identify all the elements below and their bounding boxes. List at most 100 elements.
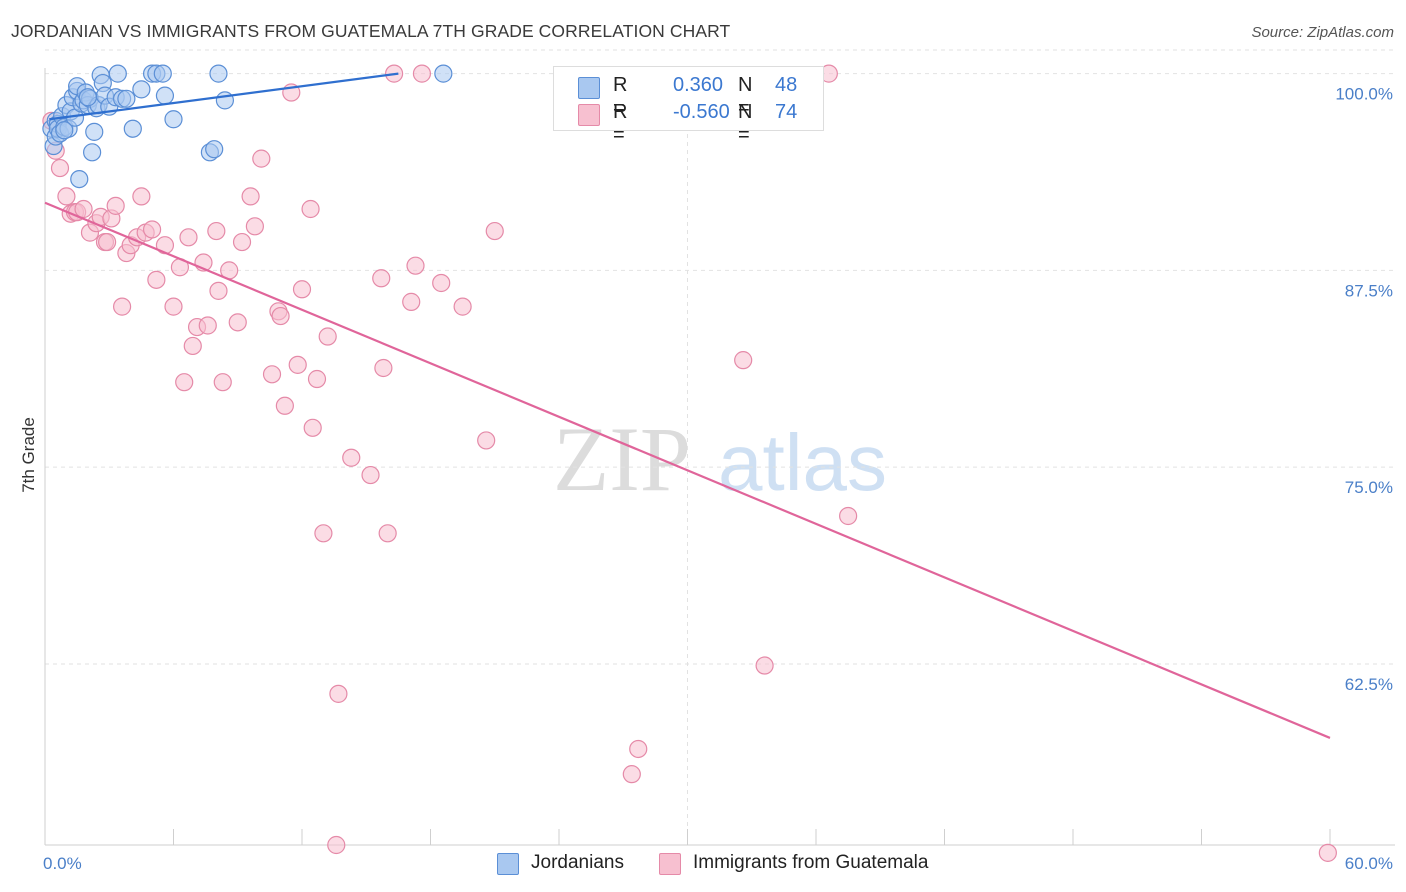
guatemala-point (307, 369, 327, 389)
guatemala-point (245, 217, 264, 236)
watermark: ZIP atlas (553, 408, 887, 510)
jordanians-point (132, 80, 151, 99)
guatemala-point (106, 196, 125, 215)
guatemala-point (629, 739, 648, 759)
jordanians-point (83, 143, 102, 162)
y-tick-label: 87.5% (1345, 281, 1393, 300)
guatemala-point (209, 281, 228, 300)
legend-swatch-pink (659, 853, 681, 875)
r-value: -0.560 (673, 101, 730, 123)
jordanians-point (108, 64, 127, 83)
guatemala-point (164, 297, 183, 316)
watermark-atlas: atlas (718, 418, 887, 507)
guatemala-point (477, 431, 496, 450)
guatemala-point (275, 396, 294, 415)
guatemala-point (412, 64, 432, 83)
legend-swatch-pink (578, 104, 600, 126)
guatemala-point (453, 297, 472, 316)
guatemala-point (406, 256, 425, 275)
jordanians-point (155, 86, 175, 105)
guatemala-point (112, 297, 132, 316)
y-tick-label: 75.0% (1345, 478, 1393, 497)
guatemala-point (252, 149, 271, 168)
guatemala-point (327, 835, 346, 855)
series-guatemala-points (42, 64, 1337, 862)
jordanians-point (85, 122, 104, 141)
jordanians-point (434, 64, 453, 83)
guatemala-point (622, 765, 641, 784)
jordanians-point (78, 88, 97, 107)
x-tick-label: 0.0% (43, 854, 82, 873)
guatemala-point (228, 313, 247, 332)
guatemala-point (57, 187, 76, 206)
legend-label: Immigrants from Guatemala (693, 852, 929, 873)
guatemala-point (372, 269, 391, 288)
guatemala-point (303, 418, 322, 437)
guatemala-point (147, 270, 166, 289)
tick-labels: 62.5% 75.0% 87.5% 100.0% 0.0% 60.0% (43, 85, 1393, 873)
legend-swatch-blue (497, 853, 519, 875)
guatemala-point (183, 336, 202, 356)
guatemala-trend-line (44, 201, 1331, 739)
guatemala-point (292, 280, 312, 299)
guatemala-point (213, 373, 232, 392)
guatemala-point (361, 465, 380, 485)
guatemala-point (50, 158, 70, 178)
jordanians-point (123, 119, 142, 138)
jordanians-point (117, 89, 136, 108)
guatemala-point (378, 524, 397, 543)
axes (44, 68, 1395, 846)
guatemala-point (1318, 843, 1337, 862)
guatemala-point (241, 187, 260, 206)
guatemala-point (402, 292, 421, 311)
jordanians-point (70, 169, 89, 189)
jordanians-point (164, 110, 183, 129)
guatemala-point (142, 220, 162, 239)
guatemala-point (374, 358, 393, 378)
guatemala-point (262, 365, 282, 384)
chart-title: JORDANIAN VS IMMIGRANTS FROM GUATEMALA 7… (11, 21, 731, 41)
r-label: R = (613, 74, 628, 119)
guatemala-point (132, 187, 151, 206)
guatemala-point (432, 273, 451, 293)
n-label: N = (738, 101, 753, 146)
guatemala-point (198, 316, 217, 335)
guatemala-point (179, 228, 198, 247)
guatemala-point (301, 199, 320, 219)
y-tick-label: 100.0% (1335, 85, 1393, 104)
guatemala-point (232, 232, 252, 252)
guatemala-point (288, 355, 307, 374)
guatemala-point (207, 221, 226, 241)
guatemala-point (271, 306, 290, 326)
legend-label: Jordanians (531, 852, 624, 873)
guatemala-point (98, 232, 117, 252)
jordanians-point (153, 64, 172, 83)
r-label: R = (613, 101, 628, 146)
n-value: 48 (775, 74, 798, 96)
jordanians-point (205, 140, 224, 159)
r-value: 0.360 (673, 74, 724, 96)
x-tick-label: 60.0% (1345, 854, 1393, 873)
guatemala-point (74, 199, 93, 219)
jordanians-trend-line (49, 72, 399, 121)
guatemala-point (329, 684, 348, 703)
guatemala-point (755, 656, 774, 675)
jordanians-point (55, 121, 74, 140)
source-credit: Source: ZipAtlas.com (1251, 24, 1394, 41)
guatemala-point (839, 506, 858, 526)
y-tick-label: 62.5% (1345, 675, 1393, 694)
stats-legend: R = 0.360 N = 48 R = -0.560 N = 74 (553, 66, 824, 146)
guatemala-point (175, 373, 194, 392)
guatemala-point (314, 524, 333, 543)
series-jordanians-points (42, 64, 453, 189)
guatemala-point (734, 351, 753, 370)
guatemala-point (485, 221, 504, 241)
y-axis-label: 7th Grade (19, 417, 38, 493)
n-label: N = (738, 74, 753, 119)
guatemala-point (318, 327, 337, 346)
legend-swatch-blue (578, 77, 600, 99)
trend-lines (44, 72, 1331, 739)
n-value: 74 (775, 101, 798, 123)
jordanians-point (209, 64, 228, 83)
